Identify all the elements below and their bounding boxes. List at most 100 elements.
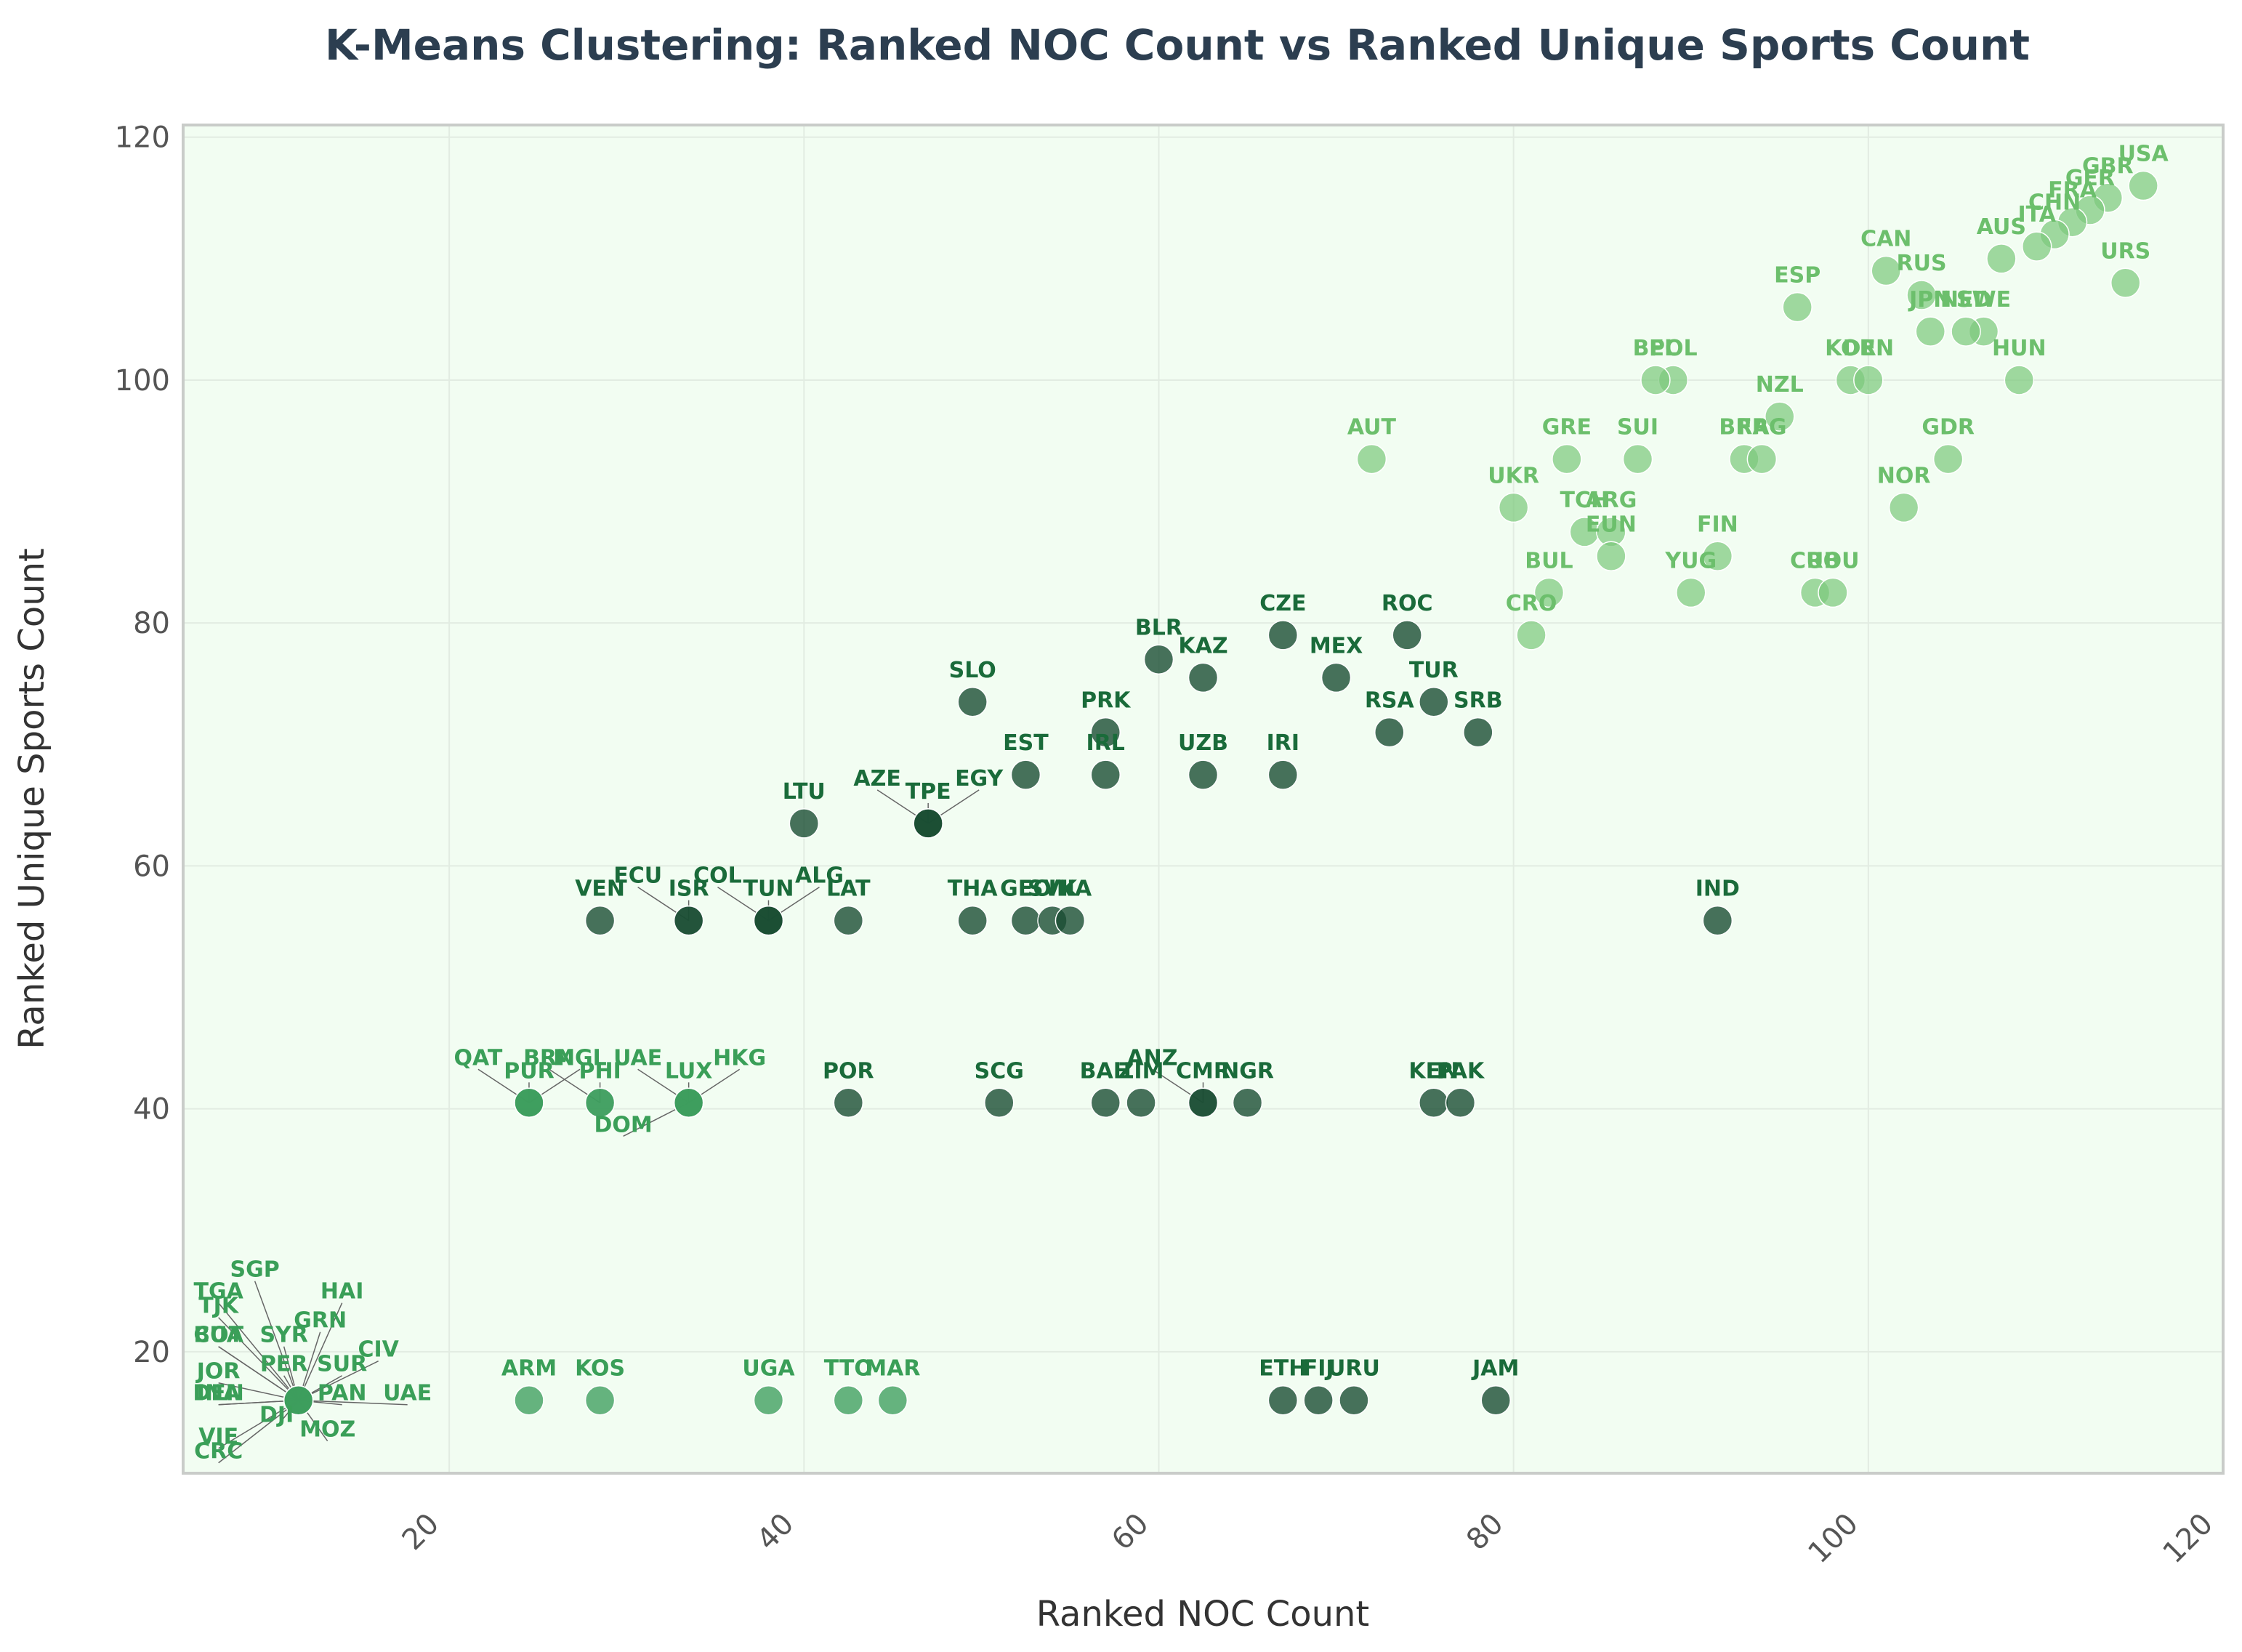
y-tick-labels: 20 40 60 80 100 120 — [115, 121, 170, 1369]
point-label: YUG — [1664, 548, 1717, 573]
data-point — [1498, 492, 1529, 523]
point-label: THA — [948, 877, 999, 902]
data-point — [1640, 365, 1671, 395]
point-label: ARM — [501, 1356, 557, 1382]
data-point — [1187, 662, 1219, 693]
data-point — [753, 1385, 784, 1416]
point-label: FRG — [1737, 415, 1786, 440]
point-label: HAI — [320, 1279, 364, 1305]
data-point — [1951, 316, 1981, 347]
data-point — [1765, 401, 1795, 432]
data-point — [1932, 443, 1964, 475]
point-label: UKR — [1488, 463, 1539, 488]
point-label: USA — [2118, 142, 2169, 167]
point-label: SWE — [1956, 287, 2011, 313]
point-label: FIN — [1697, 512, 1738, 537]
leader-line — [218, 1400, 299, 1449]
point-label: KAZ — [1178, 633, 1227, 658]
point-label: JAM — [1471, 1356, 1519, 1382]
point-label: SCG — [975, 1058, 1024, 1084]
data-point — [1516, 620, 1547, 650]
point-label: CMR — [1176, 1058, 1230, 1084]
point-label: HUN — [1992, 336, 2047, 361]
point-label: POL — [1649, 336, 1698, 361]
data-point — [1746, 443, 1778, 475]
point-label: FIJ — [1303, 1356, 1334, 1382]
point-label: POR — [823, 1058, 874, 1084]
point-label: ECU — [613, 863, 662, 889]
data-point — [1143, 644, 1174, 675]
point-label: CAN — [1860, 227, 1911, 252]
data-point — [1392, 620, 1422, 650]
data-point — [1480, 1385, 1511, 1416]
data-point — [584, 1087, 616, 1119]
data-point — [913, 808, 943, 839]
point-label: SUR — [317, 1352, 367, 1377]
data-point — [1090, 1087, 1121, 1119]
data-point — [833, 1385, 864, 1416]
data-point — [673, 905, 704, 936]
data-point — [1702, 905, 1733, 936]
point-label: BRA — [1719, 415, 1770, 440]
point-label: INA — [1049, 877, 1092, 902]
data-point — [957, 905, 988, 936]
point-label: GER — [2065, 166, 2115, 191]
point-label: RSA — [1365, 688, 1415, 714]
data-point — [1187, 1087, 1219, 1119]
data-point — [584, 905, 616, 936]
point-label: BOT — [193, 1323, 243, 1348]
point-label: DEN — [193, 1381, 244, 1406]
point-label: VIE — [198, 1425, 238, 1450]
point-label: BAH — [1080, 1058, 1132, 1084]
data-point — [673, 1087, 704, 1119]
point-label: INA — [197, 1381, 241, 1406]
point-label: SYR — [259, 1323, 307, 1348]
data-point — [1010, 759, 1041, 790]
point-label: KOR — [1825, 336, 1876, 361]
point-label: CUB — [1790, 548, 1840, 573]
data-point — [2004, 365, 2035, 395]
point-label: PAN — [318, 1381, 367, 1406]
data-point — [1596, 541, 1626, 572]
point-label: TUR — [1409, 658, 1459, 683]
data-point — [1906, 280, 1937, 310]
y-axis-label: Ranked Unique Sports Count — [12, 548, 52, 1049]
point-label: PRK — [1081, 688, 1132, 714]
point-label: GEO — [1000, 877, 1052, 902]
point-label: KOS — [575, 1356, 625, 1382]
point-label: TCH — [1560, 488, 1609, 513]
data-point — [1533, 577, 1565, 608]
point-label: TGA — [194, 1279, 244, 1305]
point-label: KEN — [1408, 1058, 1459, 1084]
data-point — [1871, 255, 1901, 286]
data-point — [833, 905, 864, 936]
point-label: DOM — [594, 1112, 653, 1137]
point-label: MAR — [865, 1356, 920, 1382]
data-point — [1090, 759, 1121, 790]
leader-line — [218, 1346, 299, 1401]
point-label: CIV — [358, 1337, 399, 1363]
point-label: BRN — [523, 1045, 575, 1071]
point-label: ETH — [1259, 1356, 1307, 1382]
point-label: ROC — [1382, 591, 1433, 616]
point-label: UZB — [1178, 730, 1228, 756]
data-point — [514, 1385, 544, 1416]
point-label: GDR — [1922, 415, 1975, 440]
x-axis-label: Ranked NOC Count — [1036, 1594, 1369, 1635]
plot-frame — [182, 124, 2225, 1475]
point-label: DEN — [1843, 336, 1895, 361]
data-point — [1888, 492, 1919, 523]
data-point — [1915, 316, 1946, 347]
y-tick-label: 40 — [133, 1093, 170, 1127]
point-label: LTU — [783, 779, 826, 805]
data-point — [2128, 170, 2158, 201]
point-label: UAE — [613, 1045, 662, 1071]
point-label: LUX — [665, 1058, 713, 1084]
point-label: AUS — [1977, 214, 2026, 240]
plot-area — [183, 125, 2223, 1473]
data-points — [283, 170, 2158, 1416]
data-point — [1339, 1385, 1369, 1416]
point-label: JOR — [195, 1359, 241, 1385]
point-label: URU — [1328, 1356, 1380, 1382]
point-label: NZL — [1756, 372, 1804, 398]
